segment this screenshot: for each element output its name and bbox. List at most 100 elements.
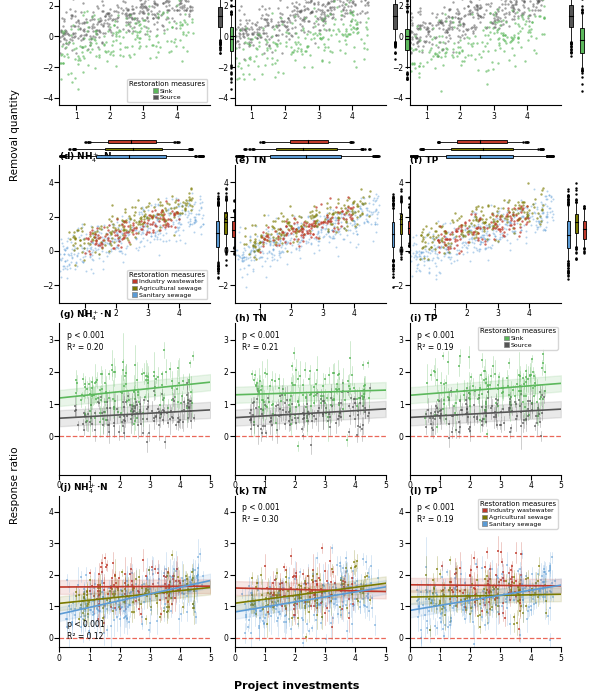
Point: [293, 226, 302, 237]
Point: [289, 609, 299, 620]
Point: [315, 11, 324, 22]
Point: [274, 228, 284, 239]
Point: [436, 17, 446, 28]
Point: [339, 200, 349, 211]
Point: [61, 26, 70, 38]
Point: [166, 581, 176, 592]
Point: [286, 223, 296, 234]
Point: [277, 15, 286, 26]
Point: [285, 406, 295, 417]
Point: [122, 240, 131, 251]
Point: [309, 232, 318, 244]
Point: [286, 390, 296, 401]
Point: [189, 198, 198, 209]
Point: [75, 253, 85, 264]
Point: [125, 16, 135, 27]
Point: [84, 409, 93, 420]
Point: [249, 245, 258, 256]
Point: [434, 236, 444, 247]
Point: [140, 205, 149, 216]
Point: [312, 222, 322, 233]
Point: [283, 229, 292, 240]
Point: [477, 402, 486, 413]
Point: [252, 578, 262, 589]
Point: [132, 243, 141, 254]
Point: [274, 382, 284, 393]
Point: [492, 419, 502, 430]
Point: [67, 617, 76, 628]
Point: [476, 232, 485, 243]
Point: [488, 216, 498, 227]
Point: [75, 239, 84, 251]
Point: [76, 30, 86, 41]
Point: [99, 27, 108, 38]
Point: [239, 248, 248, 260]
Point: [122, 580, 131, 592]
Point: [323, 212, 332, 223]
Point: [356, 586, 365, 597]
Point: [485, 33, 495, 45]
Point: [332, 213, 342, 224]
Point: [525, 16, 534, 27]
Point: [525, 5, 534, 16]
Point: [448, 584, 457, 595]
Point: [97, 237, 107, 248]
Point: [156, 399, 165, 410]
Point: [182, 578, 192, 590]
Point: [357, 209, 366, 220]
Point: [307, 209, 317, 220]
Point: [173, 207, 183, 219]
Point: [339, 222, 349, 233]
Point: [184, 209, 193, 220]
Point: [143, 437, 152, 448]
Point: [240, 8, 249, 19]
Point: [292, 571, 301, 583]
Point: [70, 609, 80, 620]
Point: [173, 223, 183, 234]
Point: [494, 223, 503, 235]
Point: [184, 205, 193, 216]
Point: [365, 571, 374, 583]
Point: [489, 22, 499, 33]
Point: [466, 22, 476, 33]
Point: [308, 219, 317, 230]
Point: [527, 353, 537, 364]
Point: [446, 218, 455, 229]
Point: [245, 249, 255, 260]
Point: [255, 32, 265, 43]
Point: [101, 47, 110, 58]
Point: [473, 413, 482, 425]
Point: [347, 213, 357, 224]
Point: [110, 15, 120, 26]
Point: [502, 559, 511, 570]
Point: [296, 24, 306, 35]
Point: [456, 246, 465, 257]
Point: [512, 0, 522, 9]
Point: [284, 15, 293, 26]
Point: [292, 8, 302, 19]
Point: [410, 250, 419, 261]
Point: [94, 248, 103, 260]
Point: [301, 224, 311, 235]
Point: [93, 392, 103, 403]
Point: [346, 237, 355, 248]
Point: [294, 221, 304, 232]
Point: [143, 222, 153, 233]
Point: [438, 585, 448, 596]
Point: [89, 227, 98, 238]
Point: [451, 567, 460, 578]
Point: [122, 395, 131, 406]
Point: [442, 43, 451, 54]
Point: [175, 234, 185, 245]
Point: [144, 427, 154, 438]
Point: [82, 45, 91, 56]
Point: [469, 232, 478, 244]
Point: [438, 235, 447, 246]
Point: [169, 216, 178, 228]
Point: [411, 239, 421, 250]
Point: [341, 25, 350, 36]
Point: [318, 542, 327, 553]
Point: [79, 583, 89, 594]
Point: [248, 596, 257, 607]
Point: [467, 228, 477, 239]
